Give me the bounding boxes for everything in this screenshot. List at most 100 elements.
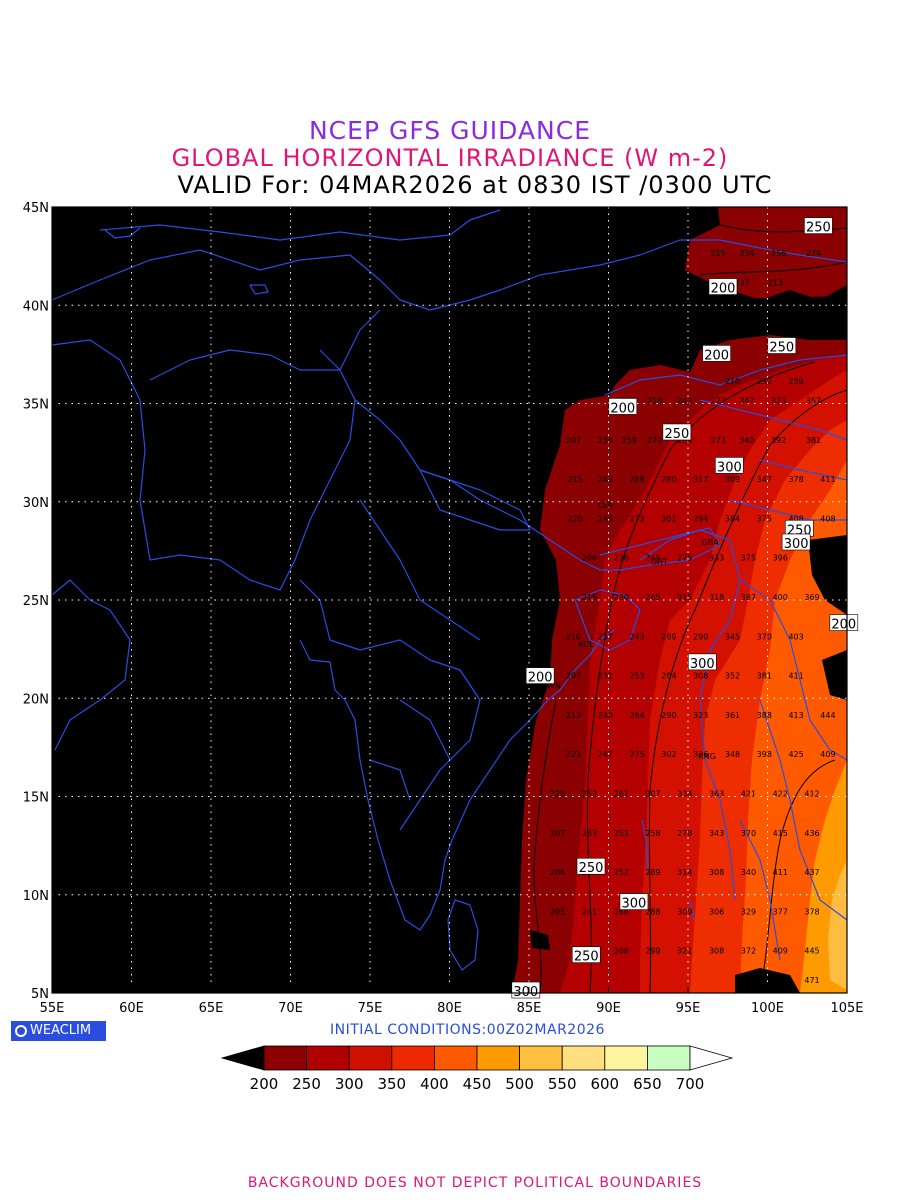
grid-value: 329 bbox=[741, 907, 756, 916]
contour-label-box bbox=[702, 345, 731, 362]
station-label: RNG bbox=[698, 752, 716, 761]
contour-label: 200 bbox=[608, 398, 638, 416]
grid-value: 363 bbox=[709, 790, 724, 799]
grid-value: 205 bbox=[550, 907, 565, 916]
grid-value: 408 bbox=[820, 514, 835, 523]
grid-value: 247 bbox=[598, 750, 613, 759]
contour-label-box bbox=[525, 667, 555, 684]
colorbar-swatch bbox=[433, 1045, 478, 1071]
y-tick-label: 40N bbox=[23, 299, 49, 314]
grid-value: 343 bbox=[709, 829, 724, 838]
grid-value: 251 bbox=[614, 829, 629, 838]
grid-value: 272 bbox=[647, 436, 662, 445]
cloud-patch bbox=[822, 650, 847, 700]
grid-value: 361 bbox=[725, 711, 740, 720]
grid-value: 207 bbox=[550, 829, 565, 838]
grid-value: 284 bbox=[661, 672, 676, 681]
colorbar-label: 500 bbox=[505, 1075, 534, 1093]
grid-value: 306 bbox=[709, 907, 724, 916]
contour-label-text: 250 bbox=[664, 427, 689, 442]
grid-value: 256 bbox=[771, 249, 786, 258]
grid-value: 264 bbox=[629, 711, 644, 720]
grid-value: 210 bbox=[725, 377, 740, 386]
contour-label-box bbox=[708, 278, 738, 295]
x-tick-label: 100E bbox=[751, 1001, 784, 1016]
grid-value: 220 bbox=[567, 514, 582, 523]
grid-value: 234 bbox=[739, 249, 754, 258]
x-tick-label: 95E bbox=[676, 1001, 701, 1016]
colorbar-label: 600 bbox=[590, 1075, 619, 1093]
grid-value: 347 bbox=[757, 475, 772, 484]
grid-value: 369 bbox=[804, 593, 819, 602]
grid-value: 444 bbox=[820, 711, 835, 720]
contour-label: 250 bbox=[804, 217, 833, 236]
grid-values: 2372132152342562742102322592022182422773… bbox=[550, 249, 836, 985]
grid-value: 308 bbox=[709, 868, 724, 877]
grid-value: 273 bbox=[711, 436, 726, 445]
grid-value: 340 bbox=[739, 436, 754, 445]
grid-value: 375 bbox=[757, 514, 772, 523]
grid-value: 232 bbox=[757, 377, 772, 386]
grid-value: 381 bbox=[757, 672, 772, 681]
grid-value: 221 bbox=[566, 750, 581, 759]
grid-value: 409 bbox=[773, 947, 788, 956]
station-label: GHT bbox=[651, 558, 668, 567]
contour-label-box bbox=[829, 614, 859, 631]
y-tick-label: 25N bbox=[23, 594, 49, 609]
grid-value: 409 bbox=[820, 750, 835, 759]
grid-value: 381 bbox=[806, 436, 821, 445]
grid-value: 268 bbox=[614, 947, 629, 956]
grid-value: 253 bbox=[582, 790, 597, 799]
grid-value: 245 bbox=[598, 514, 613, 523]
contour-label-box bbox=[511, 981, 541, 999]
grid-value: 412 bbox=[804, 790, 819, 799]
colorbar-label: 550 bbox=[548, 1075, 577, 1093]
grid-value: 323 bbox=[693, 711, 708, 720]
contour-label: 300 bbox=[781, 533, 811, 552]
contour-label-text: 250 bbox=[769, 341, 794, 356]
grid-value: 249 bbox=[645, 554, 660, 563]
x-tick-label: 85E bbox=[517, 1001, 542, 1016]
pakistan-boundary bbox=[149, 349, 356, 591]
contour-label-box bbox=[804, 217, 833, 234]
china-inner bbox=[604, 354, 848, 481]
contour-label: 300 bbox=[619, 893, 649, 912]
contour-label: 250 bbox=[571, 946, 601, 965]
grid-value: 415 bbox=[773, 829, 788, 838]
grid-value: 257 bbox=[614, 868, 629, 877]
title-model: NCEP GFS GUIDANCE bbox=[308, 116, 591, 145]
colorbar-swatch bbox=[306, 1045, 350, 1071]
grid-value: 268 bbox=[629, 475, 644, 484]
y-tick-label: 10N bbox=[23, 889, 49, 904]
contour-labels: 250 200 200 250 200 250 300 250 300 200 300 200 250 3… bbox=[511, 217, 859, 1000]
colorbar-label: 350 bbox=[377, 1075, 406, 1093]
contour-label-text: 250 bbox=[579, 861, 604, 876]
contour-label-box bbox=[571, 946, 601, 963]
y-tick-label: 35N bbox=[23, 398, 49, 413]
footer-disclaimer: BACKGROUND DOES NOT DEPICT POLITICAL BOU… bbox=[247, 1175, 703, 1191]
gridlines bbox=[52, 207, 847, 993]
contour-label-text: 250 bbox=[574, 950, 599, 965]
grid-value: 213 bbox=[768, 279, 783, 288]
title-valid-time: VALID For: 04MAR2026 at 0830 IST /0300 U… bbox=[177, 171, 773, 199]
grid-value: 411 bbox=[773, 868, 788, 877]
grid-value: 388 bbox=[757, 711, 772, 720]
contour-label: 250 bbox=[576, 857, 606, 876]
ne-india bbox=[599, 527, 721, 571]
grid-value: 290 bbox=[661, 711, 676, 720]
grid-value: 237 bbox=[734, 279, 749, 288]
colorbar-label: 250 bbox=[292, 1075, 321, 1093]
grid-value: 241 bbox=[582, 907, 597, 916]
colorbar-max-arrow bbox=[689, 1045, 734, 1071]
grid-value: 294 bbox=[693, 514, 708, 523]
arabia-coast bbox=[51, 579, 131, 751]
grid-value: 206 bbox=[550, 868, 565, 877]
grid-value: 274 bbox=[806, 249, 821, 258]
contour-label-text: 250 bbox=[806, 221, 831, 236]
contour-label-box bbox=[781, 533, 811, 551]
grid-value: 377 bbox=[773, 907, 788, 916]
colorbar-swatch bbox=[391, 1045, 435, 1071]
contour-label-text: 300 bbox=[717, 460, 742, 475]
grid-value: 421 bbox=[741, 790, 756, 799]
